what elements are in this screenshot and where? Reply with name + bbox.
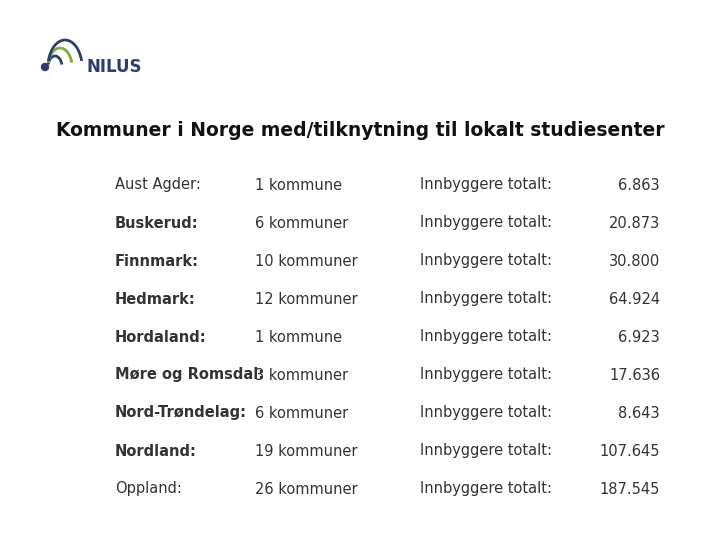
Text: 10 kommuner: 10 kommuner xyxy=(255,253,358,268)
Text: Buskerud:: Buskerud: xyxy=(115,215,199,231)
Text: 1 kommune: 1 kommune xyxy=(255,178,342,192)
Text: Innbyggere totalt:: Innbyggere totalt: xyxy=(420,406,552,421)
Text: 30.800: 30.800 xyxy=(608,253,660,268)
Text: 6.863: 6.863 xyxy=(618,178,660,192)
Text: NILUS: NILUS xyxy=(87,58,143,76)
Text: 8.643: 8.643 xyxy=(618,406,660,421)
Text: 6 kommuner: 6 kommuner xyxy=(255,406,348,421)
Text: Innbyggere totalt:: Innbyggere totalt: xyxy=(420,368,552,382)
Text: 107.645: 107.645 xyxy=(600,443,660,458)
Text: 17.636: 17.636 xyxy=(609,368,660,382)
Text: Innbyggere totalt:: Innbyggere totalt: xyxy=(420,178,552,192)
Text: Oppland:: Oppland: xyxy=(115,482,182,496)
Text: 64.924: 64.924 xyxy=(609,292,660,307)
Text: 187.545: 187.545 xyxy=(600,482,660,496)
Text: Innbyggere totalt:: Innbyggere totalt: xyxy=(420,443,552,458)
Text: Innbyggere totalt:: Innbyggere totalt: xyxy=(420,215,552,231)
Text: Møre og Romsdal:: Møre og Romsdal: xyxy=(115,368,264,382)
Text: Finnmark:: Finnmark: xyxy=(115,253,199,268)
Text: Aust Agder:: Aust Agder: xyxy=(115,178,201,192)
Text: Innbyggere totalt:: Innbyggere totalt: xyxy=(420,292,552,307)
Text: Nord-Trøndelag:: Nord-Trøndelag: xyxy=(115,406,247,421)
Text: 20.873: 20.873 xyxy=(608,215,660,231)
Text: 3 kommuner: 3 kommuner xyxy=(255,368,348,382)
Text: 26 kommuner: 26 kommuner xyxy=(255,482,358,496)
Text: 1 kommune: 1 kommune xyxy=(255,329,342,345)
Text: Innbyggere totalt:: Innbyggere totalt: xyxy=(420,482,552,496)
Text: Innbyggere totalt:: Innbyggere totalt: xyxy=(420,329,552,345)
Text: Nordland:: Nordland: xyxy=(115,443,197,458)
Text: Innbyggere totalt:: Innbyggere totalt: xyxy=(420,253,552,268)
Text: 12 kommuner: 12 kommuner xyxy=(255,292,358,307)
Text: 6 kommuner: 6 kommuner xyxy=(255,215,348,231)
Text: Kommuner i Norge med/tilknytning til lokalt studiesenter: Kommuner i Norge med/tilknytning til lok… xyxy=(55,120,665,139)
Text: Hordaland:: Hordaland: xyxy=(115,329,207,345)
Text: 19 kommuner: 19 kommuner xyxy=(255,443,358,458)
Text: Hedmark:: Hedmark: xyxy=(115,292,196,307)
Circle shape xyxy=(42,64,48,71)
Text: 6.923: 6.923 xyxy=(618,329,660,345)
